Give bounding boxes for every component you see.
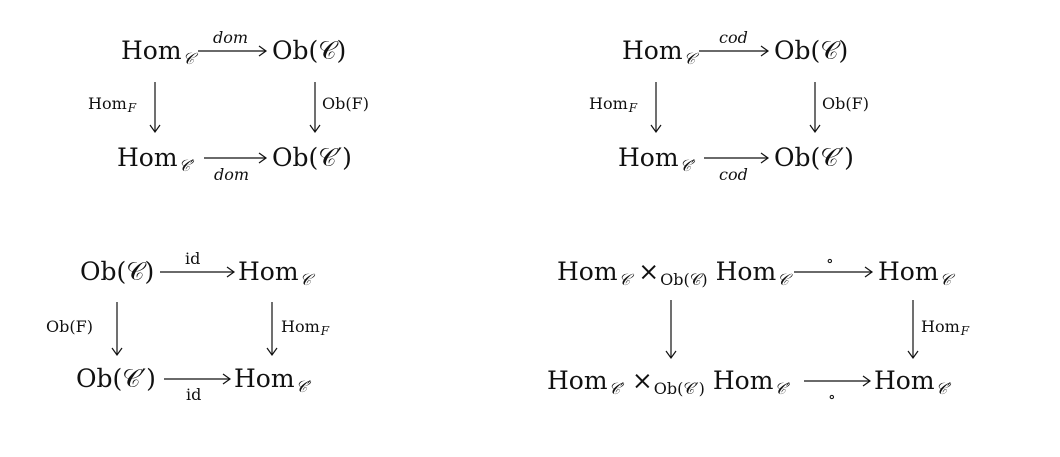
d4-node-fp-cp-sub2: 𝒞′ [774,379,790,398]
d4-node-fiber-product-c: Hom𝒞 ×Ob(𝒞) Hom𝒞 [557,257,789,288]
d2-node-hom-c-prime-sub: 𝒞′ [679,156,695,175]
d1-node-hom-c-sub: 𝒞 [182,49,195,68]
d4-label-hom-f-main: Hom [921,317,960,336]
d4-node-hom-c-prime-sub: 𝒞′ [935,379,951,398]
d1-arrowhead-left [149,124,161,134]
d2-node-hom-c-prime: Hom𝒞′ [618,143,695,174]
d3-arrowhead-left [111,347,123,357]
d2-arrowhead-bottom [760,152,770,164]
d2-node-ob-c: Ob(𝒞) [774,36,849,65]
d4-node-fiber-product-c-prime: Hom𝒞′ ×Ob(𝒞′) Hom𝒞′ [547,366,790,397]
d4-arrowhead-bottom [862,375,872,387]
d4-node-hom-c-sub: 𝒞 [939,270,952,289]
d4-label-compose-bottom: ∘ [828,387,836,406]
d1-node-ob-c-prime: Ob(𝒞′) [272,143,352,172]
d1-node-hom-c-prime-main: Hom [117,143,178,172]
d4-label-hom-f-sub: F [960,324,970,338]
d4-node-fp-cp-hom1: Hom [547,366,608,395]
d4-node-fp-cp-times-sub: Ob(𝒞′) [653,379,705,398]
d3-label-id-bottom: id [186,385,202,404]
d4-arrowhead-top [864,266,874,278]
d4-label-hom-f: HomF [921,317,970,338]
d1-node-hom-c: Hom𝒞 [121,36,194,67]
d4-node-hom-c: Hom𝒞 [878,257,951,288]
d3-node-hom-c-prime-main: Hom [234,364,295,393]
d1-label-hom-f: HomF [88,94,137,115]
d4-node-fp-c-hom1: Hom [557,257,618,286]
d3-label-hom-f: HomF [281,317,330,338]
d4-node-fp-c-times-sub: Ob(𝒞) [660,270,708,289]
d2-label-hom-f-main: Hom [589,94,628,113]
d2-label-hom-f-sub: F [628,101,638,115]
d3-node-hom-c-main: Hom [238,257,299,286]
d2-node-hom-c-sub: 𝒞 [683,49,696,68]
d1-arrowhead-right [309,124,321,134]
d3-label-hom-f-sub: F [320,324,330,338]
d2-arrowhead-top [760,45,770,57]
d2-label-hom-f: HomF [589,94,638,115]
d4-arrowhead-left [665,350,677,360]
d1-label-hom-f-sub: F [127,101,137,115]
d2-label-ob-f: Ob(F) [822,94,869,113]
d3-label-ob-f: Ob(F) [46,317,93,336]
d3-label-id-top: id [185,249,201,268]
d4-node-fp-cp-hom2: Hom [712,366,774,395]
d3-node-ob-c-prime: Ob(𝒞′) [76,364,156,393]
d4-label-compose-top: ∘ [826,251,834,270]
d3-arrowhead-bottom [222,373,232,385]
d2-label-cod-top: cod [719,28,748,47]
d1-label-ob-f: Ob(F) [322,94,369,113]
d2-node-hom-c-prime-main: Hom [618,143,679,172]
d4-node-fp-c-hom2: Hom [715,257,777,286]
d1-arrowhead-top [258,45,268,57]
d4-node-hom-c-prime: Hom𝒞′ [874,366,951,397]
d1-node-hom-c-prime-sub: 𝒞′ [178,156,194,175]
d1-label-dom-top: dom [213,28,249,47]
d1-node-hom-c-prime: Hom𝒞′ [117,143,194,174]
d3-node-hom-c-sub: 𝒞 [299,270,312,289]
d2-arrowhead-left [650,124,662,134]
d2-node-hom-c-main: Hom [622,36,683,65]
d4-node-fp-cp-sub1: 𝒞′ [608,379,624,398]
d3-node-hom-c-prime-sub: 𝒞′ [295,377,311,396]
d4-node-fp-c-sub1: 𝒞 [618,270,631,289]
d3-label-hom-f-main: Hom [281,317,320,336]
d4-node-hom-c-prime-main: Hom [874,366,935,395]
d4-node-hom-c-main: Hom [878,257,939,286]
d3-arrowhead-top [226,266,236,278]
d3-arrowhead-right [266,347,278,357]
d2-arrowhead-right [809,124,821,134]
d1-label-dom-bottom: dom [214,165,250,184]
d3-node-hom-c: Hom𝒞 [238,257,311,288]
d4-node-fp-cp-times: × [631,366,653,395]
d1-label-hom-f-main: Hom [88,94,127,113]
d2-node-hom-c: Hom𝒞 [622,36,695,67]
d4-arrowhead-right [907,350,919,360]
d1-arrowhead-bottom [258,152,268,164]
d2-node-ob-c-prime: Ob(𝒞′) [774,143,854,172]
d1-node-ob-c: Ob(𝒞) [272,36,347,65]
d1-node-hom-c-main: Hom [121,36,182,65]
d2-label-cod-bottom: cod [719,165,748,184]
d4-node-fp-c-sub2: 𝒞 [777,270,789,289]
d3-node-ob-c: Ob(𝒞) [80,257,155,286]
d4-node-fp-c-times: × [638,257,660,286]
d3-node-hom-c-prime: Hom𝒞′ [234,364,311,395]
